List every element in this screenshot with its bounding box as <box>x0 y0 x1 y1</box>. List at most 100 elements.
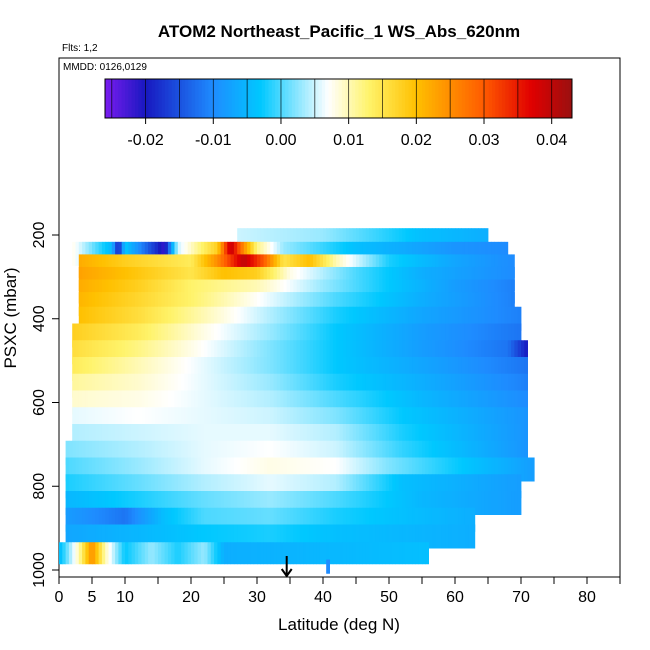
heatmap-cell <box>445 241 449 266</box>
heatmap-cell <box>349 323 354 348</box>
heatmap-cell <box>369 357 373 381</box>
heatmap-cell <box>342 507 347 532</box>
heatmap-cell <box>98 407 103 432</box>
heatmap-cell <box>455 373 459 398</box>
heatmap-cell <box>428 524 433 549</box>
heatmap-cell <box>88 507 93 532</box>
heatmap-cell <box>240 306 245 331</box>
heatmap-cell <box>224 390 228 415</box>
heatmap-cell <box>224 254 228 279</box>
heatmap-cell <box>138 266 142 291</box>
heatmap-cell <box>181 340 185 365</box>
heatmap-cell <box>332 292 337 317</box>
heatmap-layer <box>72 340 528 365</box>
heatmap-cell <box>369 323 373 348</box>
colorbar-swatch <box>468 79 473 118</box>
heatmap-cell <box>359 542 363 565</box>
heatmap-cell <box>65 440 70 465</box>
colorbar-swatch <box>551 79 556 118</box>
heatmap-cell <box>365 241 370 266</box>
heatmap-cell <box>349 474 354 499</box>
heatmap-cell <box>247 542 251 565</box>
heatmap-cell <box>250 373 255 398</box>
heatmap-cell <box>395 323 400 348</box>
heatmap-cell <box>398 524 403 549</box>
heatmap-cell <box>375 507 380 532</box>
heatmap-cell <box>369 279 373 304</box>
heatmap-cell <box>303 542 307 565</box>
heatmap-cell <box>191 390 195 415</box>
colorbar-swatch <box>545 79 550 118</box>
heatmap-cell <box>72 457 76 482</box>
heatmap-cell <box>329 306 334 331</box>
heatmap-cell <box>306 323 311 348</box>
heatmap-cell <box>385 292 390 317</box>
heatmap-cell <box>101 323 106 348</box>
heatmap-cell <box>88 279 93 304</box>
heatmap-cell <box>276 228 281 251</box>
heatmap-cell <box>306 373 311 398</box>
heatmap-cell <box>187 340 192 365</box>
heatmap-cell <box>144 390 149 415</box>
heatmap-cell <box>204 357 208 381</box>
heatmap-cell <box>138 440 142 465</box>
heatmap-cell <box>111 474 116 499</box>
heatmap-cell <box>131 340 136 365</box>
heatmap-cell <box>369 266 373 291</box>
heatmap-cell <box>161 524 165 549</box>
colorbar-swatch <box>361 79 366 118</box>
heatmap-cell <box>359 507 363 532</box>
heatmap-cell <box>458 228 462 251</box>
heatmap-layer <box>78 266 515 291</box>
colorbar-swatch <box>351 79 356 118</box>
heatmap-cell <box>181 373 185 398</box>
heatmap-cell <box>326 507 330 532</box>
heatmap-cell <box>260 254 264 279</box>
heatmap-cell <box>382 440 387 465</box>
heatmap-cell <box>125 241 129 266</box>
heatmap-cell <box>488 474 492 499</box>
heatmap-cell <box>286 524 291 549</box>
heatmap-cell <box>316 228 321 251</box>
heatmap-cell <box>240 440 245 465</box>
heatmap-cell <box>372 507 377 532</box>
heatmap-cell <box>468 457 472 482</box>
heatmap-cell <box>286 373 291 398</box>
heatmap-cell <box>356 424 360 448</box>
heatmap-cell <box>346 542 350 565</box>
heatmap-cell <box>438 457 443 482</box>
heatmap-cell <box>184 266 189 291</box>
heatmap-cell <box>115 340 119 365</box>
heatmap-cell <box>98 524 103 549</box>
heatmap-cell <box>230 507 235 532</box>
heatmap-cell <box>131 390 136 415</box>
heatmap-cell <box>408 542 413 565</box>
heatmap-cell <box>303 390 307 415</box>
heatmap-cell <box>425 457 429 482</box>
heatmap-cell <box>273 457 278 482</box>
heatmap-cell <box>174 407 179 432</box>
heatmap-cell <box>501 306 505 331</box>
heatmap-cell <box>283 241 288 266</box>
heatmap-cell <box>306 228 311 251</box>
heatmap-cell <box>293 524 297 549</box>
heatmap-cell <box>389 542 393 565</box>
heatmap-cell <box>369 491 373 515</box>
heatmap-cell <box>161 254 165 279</box>
heatmap-cell <box>418 241 423 266</box>
heatmap-cell <box>375 407 380 432</box>
x-axis-tick-label: 0 <box>55 589 64 606</box>
heatmap-cell <box>78 440 83 465</box>
heatmap-cell <box>270 266 274 291</box>
heatmap-cell <box>352 279 357 304</box>
heatmap-cell <box>356 228 360 251</box>
heatmap-cell <box>210 524 215 549</box>
heatmap-cell <box>148 524 152 549</box>
heatmap-cell <box>293 491 297 515</box>
heatmap-cell <box>398 323 403 348</box>
heatmap-cell <box>349 390 354 415</box>
heatmap-cell <box>365 507 370 532</box>
heatmap-cell <box>115 491 119 515</box>
heatmap-cell <box>174 373 179 398</box>
heatmap-cell <box>98 373 103 398</box>
